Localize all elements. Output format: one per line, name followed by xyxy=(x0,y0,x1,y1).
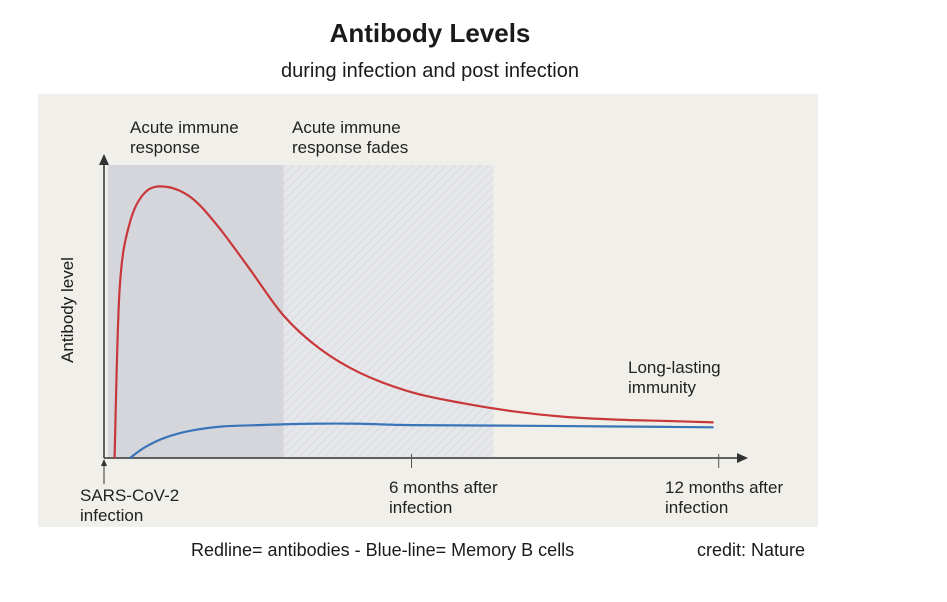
phase-band-1 xyxy=(283,165,494,458)
phase-label-fades: Acute immune response fades xyxy=(292,118,409,157)
y-axis-arrow xyxy=(99,154,109,165)
footer-credit: credit: Nature xyxy=(697,540,806,560)
series-line-0 xyxy=(113,185,714,459)
footer-legend-text: Redline= antibodies - Blue-line= Memory … xyxy=(191,540,575,560)
infection-marker-arrow xyxy=(101,459,107,466)
y-axis-label: Antibody level xyxy=(58,257,77,363)
x-axis-arrow xyxy=(737,453,748,463)
phase-band-0 xyxy=(108,165,284,458)
x-tick-label-6: 6 months after infection xyxy=(389,478,498,517)
series-line-1 xyxy=(129,422,714,459)
chart-title: Antibody Levels xyxy=(329,18,531,48)
chart-subtitle: during infection and post infection xyxy=(281,60,579,82)
annotation-long-lasting: Long-lasting immunity xyxy=(628,358,721,397)
phase-label-acute: Acute immune response xyxy=(130,118,239,157)
x-tick-label-0: SARS-CoV-2 infection xyxy=(80,486,180,525)
x-tick-label-12: 12 months after infection xyxy=(665,478,784,517)
